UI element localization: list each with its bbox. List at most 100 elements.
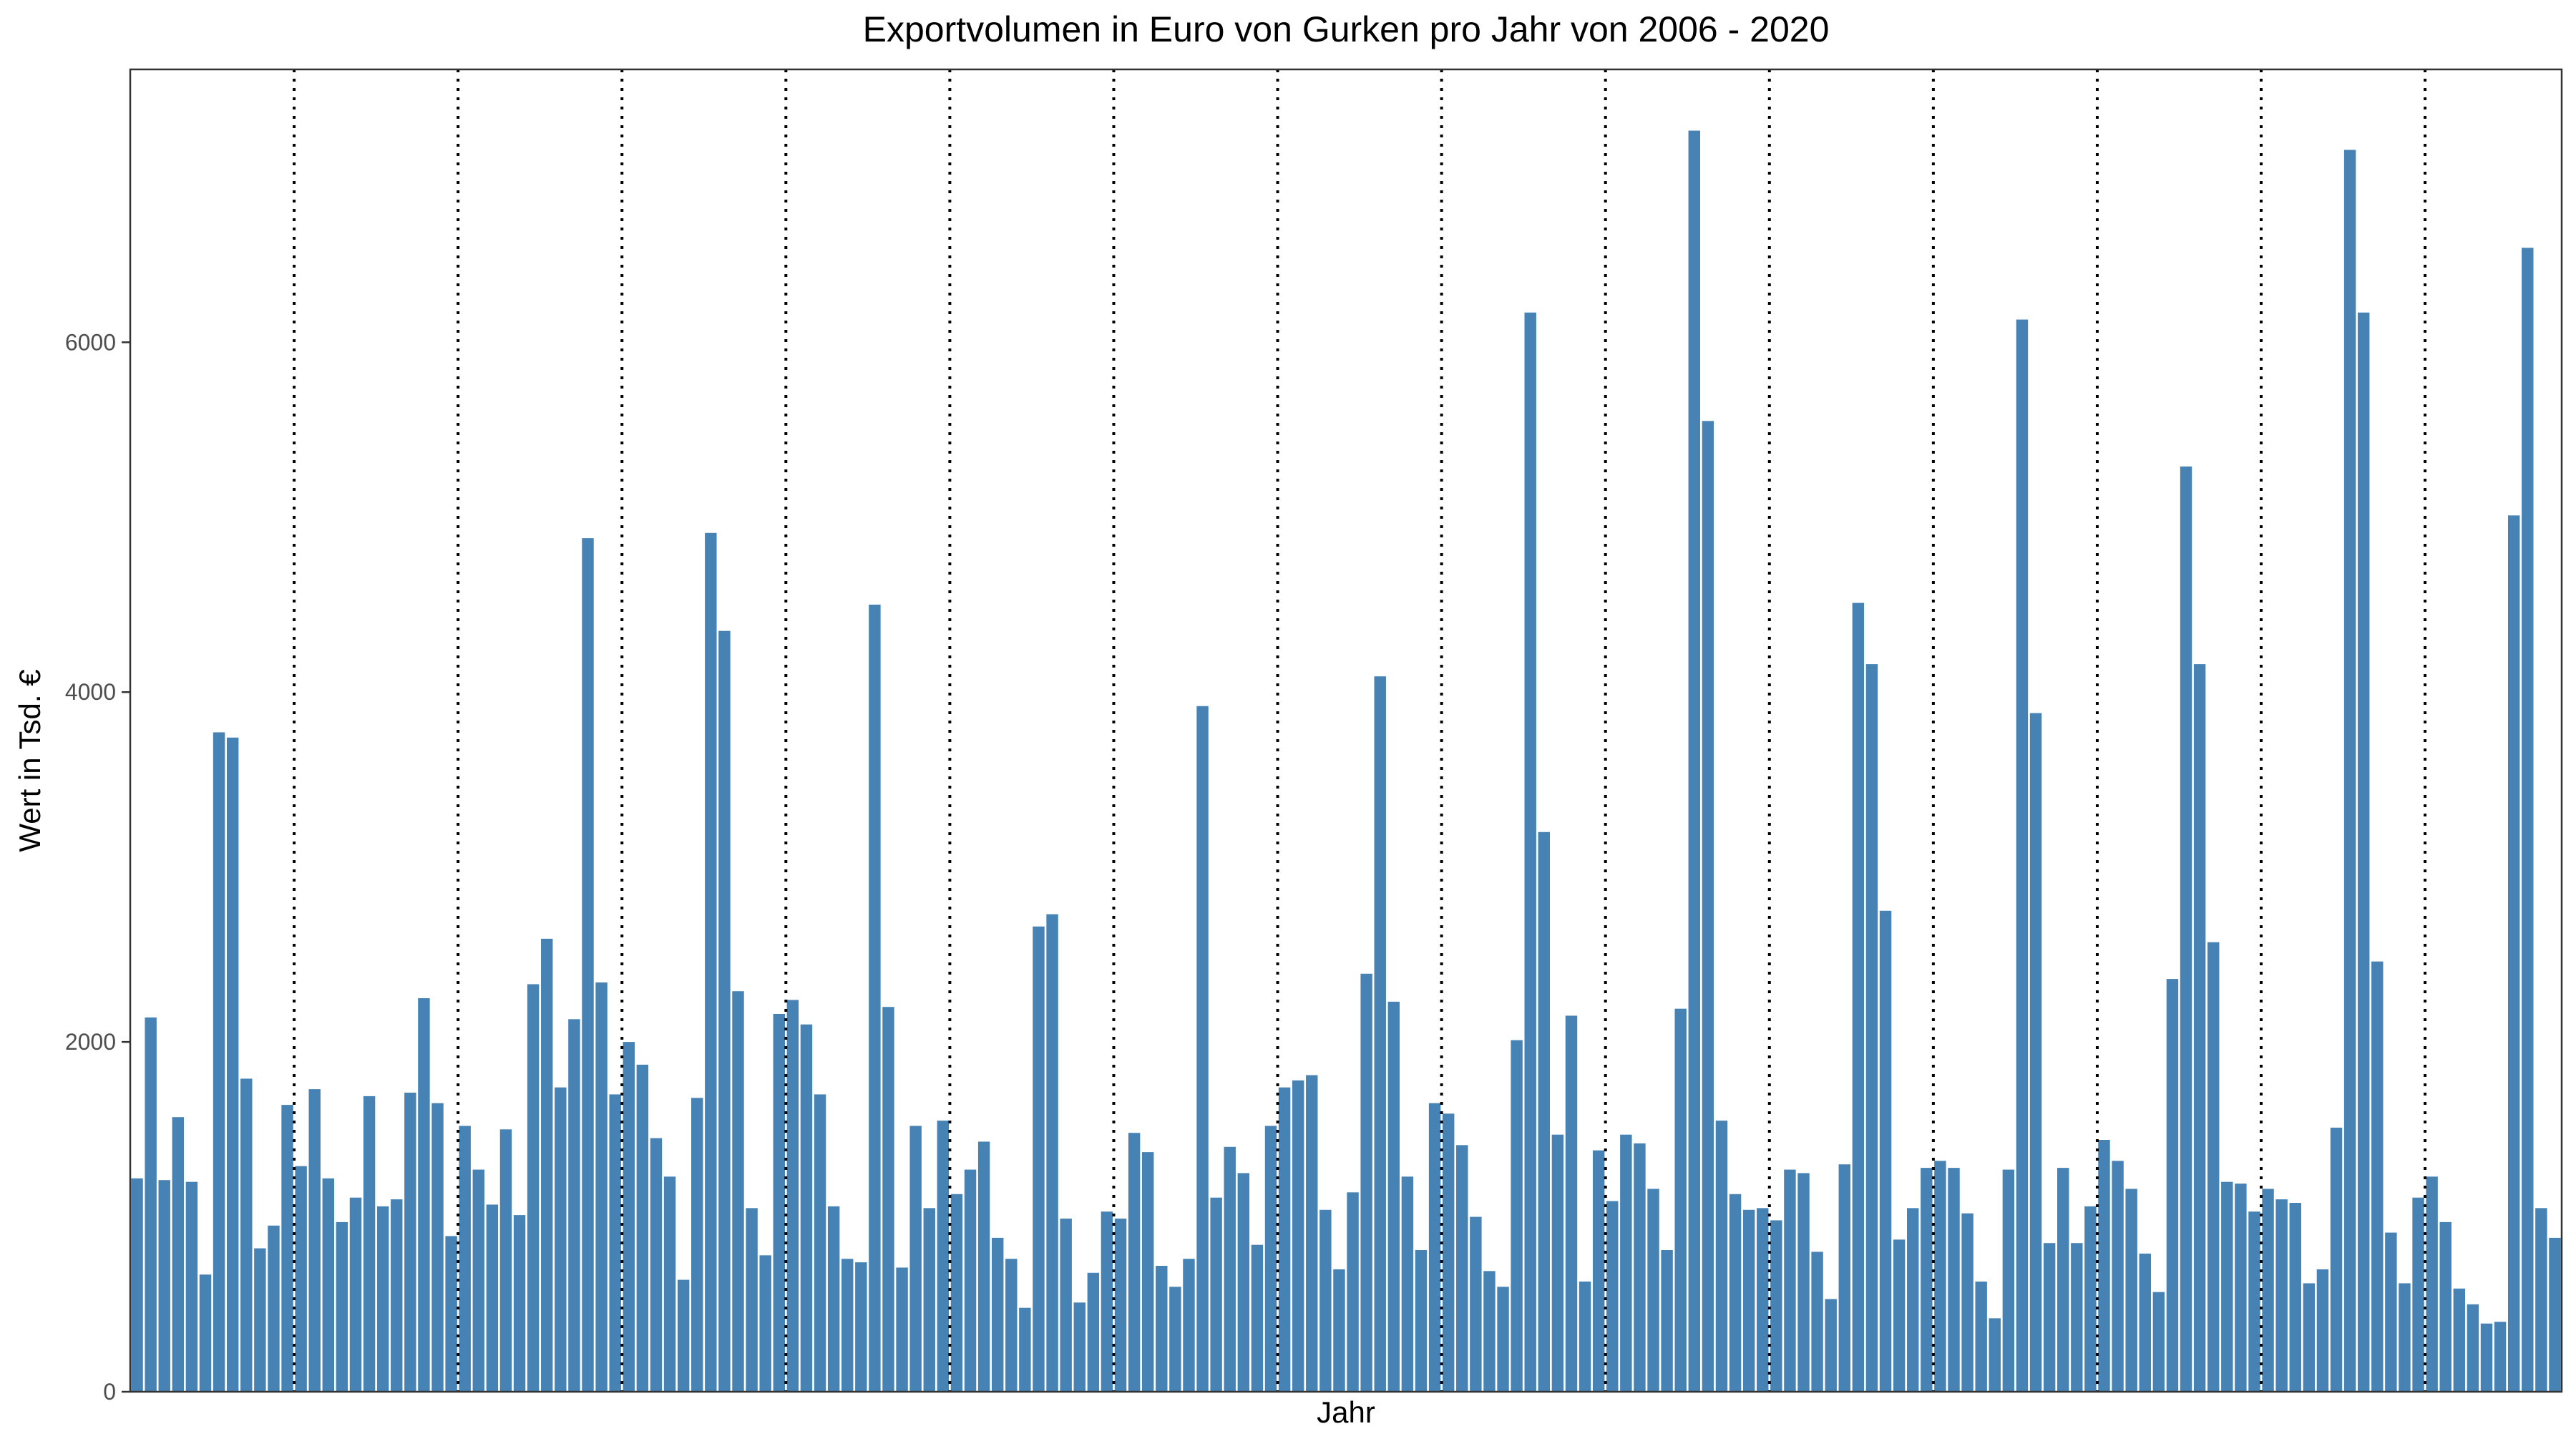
bar — [1374, 676, 1386, 1392]
bar — [1319, 1209, 1332, 1392]
bar — [2180, 466, 2192, 1392]
bar — [1934, 1161, 1946, 1392]
bar — [1401, 1176, 1414, 1392]
bar — [1592, 1150, 1605, 1392]
bar — [1742, 1209, 1755, 1392]
bar — [595, 982, 608, 1392]
bar — [1497, 1287, 1509, 1392]
bar — [268, 1225, 280, 1392]
bar — [254, 1248, 266, 1392]
bar — [1005, 1259, 1018, 1392]
bar — [2139, 1253, 2151, 1392]
bar — [1757, 1208, 1769, 1392]
bar — [2316, 1269, 2329, 1392]
bar — [1060, 1219, 1072, 1392]
bar — [977, 1141, 990, 1392]
bar — [623, 1042, 635, 1392]
bar — [1347, 1192, 1359, 1392]
bar — [2098, 1140, 2110, 1392]
bar — [172, 1117, 185, 1392]
bar — [992, 1237, 1004, 1392]
bar — [1893, 1239, 1906, 1392]
bar — [2029, 713, 2042, 1392]
bar — [896, 1267, 908, 1392]
bar — [1948, 1168, 1960, 1392]
bar — [1634, 1143, 1646, 1392]
bar — [1183, 1259, 1195, 1392]
bar — [513, 1215, 526, 1392]
bar — [1210, 1197, 1222, 1392]
bar — [1524, 312, 1536, 1392]
bar — [841, 1259, 854, 1392]
bar — [431, 1103, 444, 1392]
bar — [2357, 312, 2370, 1392]
bar — [1114, 1219, 1127, 1392]
bar — [2221, 1181, 2233, 1392]
bar — [2507, 515, 2520, 1392]
bar — [1292, 1080, 1304, 1392]
bar — [882, 1007, 894, 1392]
bar — [1033, 926, 1045, 1392]
bar — [1415, 1250, 1428, 1392]
bar — [1428, 1103, 1441, 1392]
x-axis-label: Jahr — [1317, 1395, 1375, 1429]
bar — [1511, 1040, 1523, 1392]
bar — [1907, 1208, 1919, 1392]
bar — [2549, 1237, 2561, 1392]
bar — [2057, 1168, 2069, 1392]
bar — [527, 984, 540, 1392]
y-axis: 0 2000 4000 6000 — [65, 329, 130, 1405]
bar — [404, 1093, 416, 1392]
bar — [2235, 1184, 2247, 1392]
bar — [923, 1208, 935, 1392]
bar — [1865, 664, 1878, 1392]
bar — [1046, 914, 1058, 1392]
bar — [869, 605, 881, 1392]
bar — [1729, 1194, 1742, 1392]
bar — [1551, 1134, 1564, 1392]
bar — [2399, 1283, 2411, 1392]
bar — [2152, 1292, 2165, 1392]
bar — [2453, 1288, 2466, 1392]
bar — [568, 1019, 580, 1392]
bar — [2412, 1197, 2424, 1392]
bar — [555, 1087, 567, 1392]
bar — [541, 938, 553, 1392]
bar — [1360, 973, 1372, 1392]
bar — [459, 1126, 471, 1392]
bar — [1961, 1213, 1974, 1392]
bar — [1674, 1008, 1687, 1392]
bar — [691, 1098, 703, 1392]
bar — [363, 1096, 376, 1392]
bar — [472, 1169, 484, 1392]
bar — [2125, 1189, 2137, 1392]
bar — [1688, 130, 1700, 1392]
bar — [1538, 831, 1551, 1392]
bar — [909, 1126, 922, 1392]
bar — [746, 1208, 758, 1392]
bar — [1073, 1302, 1085, 1392]
bar — [1620, 1134, 1632, 1392]
bar — [2371, 961, 2384, 1392]
bar — [158, 1180, 170, 1392]
bar — [1333, 1269, 1345, 1392]
bar — [2084, 1206, 2097, 1392]
bar — [1251, 1244, 1264, 1392]
bar — [1169, 1287, 1181, 1392]
bar — [2467, 1304, 2479, 1392]
bar — [1702, 421, 1714, 1392]
bar — [1715, 1121, 1728, 1392]
y-tick-label: 2000 — [65, 1029, 116, 1055]
bar — [1264, 1126, 1277, 1392]
bar — [1237, 1173, 1250, 1392]
bar — [2303, 1283, 2316, 1392]
bar — [1483, 1271, 1496, 1392]
bar — [2330, 1127, 2343, 1392]
bar — [677, 1279, 690, 1392]
bar — [1770, 1220, 1782, 1392]
bar — [418, 998, 430, 1392]
bar — [855, 1262, 867, 1392]
bar — [950, 1194, 963, 1392]
bar — [185, 1181, 198, 1392]
